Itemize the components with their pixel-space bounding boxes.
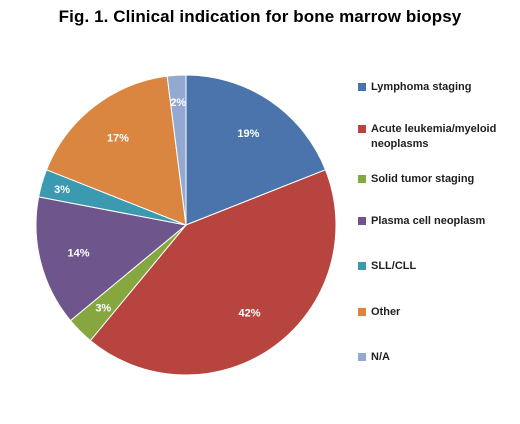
- legend-swatch: [358, 353, 366, 361]
- legend-swatch: [358, 262, 366, 270]
- slice-data-label: 19%: [237, 128, 259, 140]
- legend-item: Plasma cell neoplasm: [358, 214, 518, 229]
- slice-data-label: 42%: [238, 307, 260, 319]
- legend-label: Lymphoma staging: [371, 81, 472, 93]
- slice-data-label: 14%: [67, 248, 89, 260]
- slice-data-label: 3%: [54, 184, 70, 196]
- legend-swatch: [358, 125, 366, 133]
- legend-item: N/A: [358, 350, 518, 365]
- legend-item: SLL/CLL: [358, 259, 518, 274]
- pie-slice-acute-leukemia-myeloid-neoplasms: [89, 169, 337, 376]
- chart-title: Fig. 1. Clinical indication for bone mar…: [58, 7, 462, 26]
- legend-label: Other: [371, 306, 401, 318]
- slice-data-label: 2%: [170, 97, 186, 109]
- legend-swatch: [358, 308, 366, 316]
- legend-item: Solid tumor staging: [358, 172, 518, 187]
- legend-swatch: [358, 175, 366, 183]
- legend-item: Acute leukemia/myeloid neoplasms: [358, 122, 518, 152]
- legend-label: Solid tumor staging: [371, 173, 475, 185]
- legend-swatch: [358, 217, 366, 225]
- pie-slice-other: [45, 75, 187, 226]
- legend-label: SLL/CLL: [371, 260, 417, 272]
- pie-slice-lymphoma-staging: [185, 74, 327, 226]
- slice-data-label: 17%: [107, 132, 129, 144]
- legend-label: Plasma cell neoplasm: [371, 215, 486, 227]
- pie-slice-plasma-cell-neoplasm: [35, 196, 188, 322]
- legend-label: N/A: [371, 351, 390, 363]
- legend-swatch: [358, 83, 366, 91]
- legend-item: Lymphoma staging: [358, 80, 518, 95]
- slice-data-label: 3%: [95, 303, 111, 315]
- legend-label: Acute leukemia/myeloid neoplasms: [371, 123, 497, 150]
- pie-slice-n-a: [166, 74, 187, 226]
- legend-item: Other: [358, 305, 518, 320]
